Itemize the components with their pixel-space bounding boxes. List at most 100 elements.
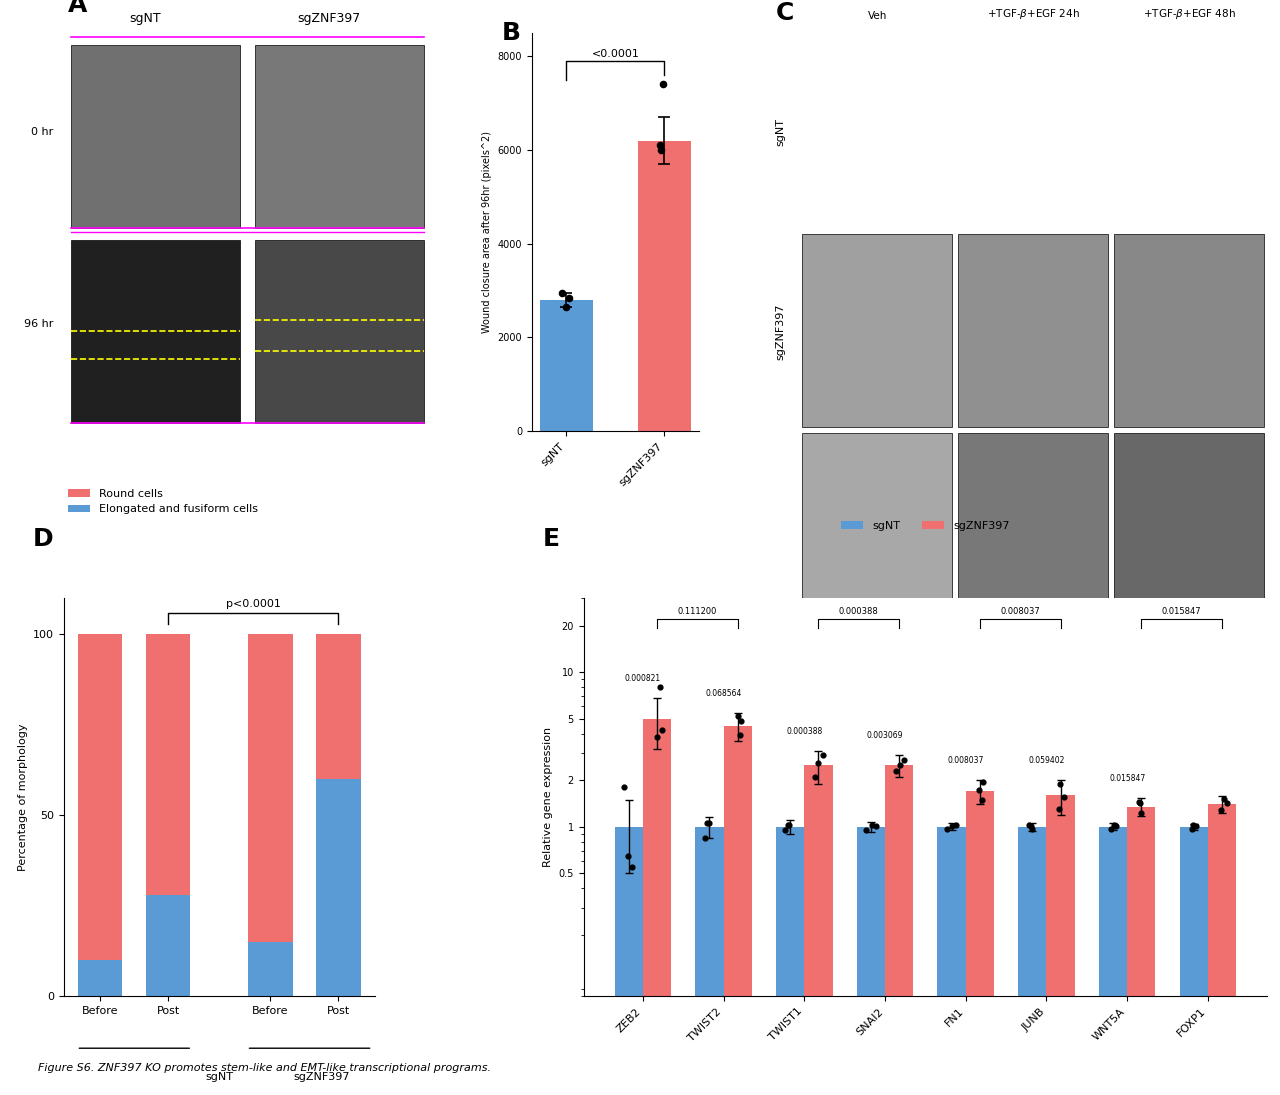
Point: [1106, 817, 1126, 834]
Bar: [1018, 827, 1047, 1095]
Bar: [78, 960, 123, 996]
Point: [731, 713, 751, 730]
Point: [946, 817, 966, 834]
Text: Veh: Veh: [868, 11, 887, 21]
Point: [1101, 820, 1121, 838]
Point: [648, 728, 668, 746]
Text: sgNT: sgNT: [776, 118, 785, 147]
FancyBboxPatch shape: [255, 45, 424, 228]
Bar: [804, 765, 832, 1095]
Point: [618, 846, 639, 864]
Text: <0.0001: <0.0001: [591, 48, 640, 59]
Bar: [539, 300, 594, 431]
Point: [613, 779, 634, 796]
FancyBboxPatch shape: [255, 240, 424, 423]
Point: [699, 815, 719, 832]
Point: [937, 820, 957, 838]
Bar: [146, 895, 191, 996]
Text: C: C: [776, 1, 795, 25]
Text: 0.003069: 0.003069: [867, 731, 904, 740]
Point: [969, 782, 989, 799]
Text: p<0.0001: p<0.0001: [227, 599, 280, 609]
Text: 0.008037: 0.008037: [1001, 608, 1041, 616]
Point: [622, 858, 643, 876]
Text: sgNT: sgNT: [129, 12, 161, 25]
Point: [1181, 820, 1202, 838]
Point: [558, 289, 579, 307]
Bar: [1047, 795, 1075, 1095]
Text: 0.000388: 0.000388: [838, 608, 878, 616]
Text: sgZNF397: sgZNF397: [297, 12, 361, 25]
Text: 0.015847: 0.015847: [1162, 608, 1202, 616]
Point: [1183, 817, 1203, 834]
Point: [1130, 805, 1151, 822]
Point: [777, 816, 797, 833]
Point: [886, 762, 906, 780]
Point: [727, 707, 748, 725]
Point: [694, 829, 714, 846]
Y-axis label: Percentage of morphology: Percentage of morphology: [18, 724, 28, 872]
Legend: sgNT, sgZNF397: sgNT, sgZNF397: [836, 516, 1014, 535]
Bar: [248, 634, 293, 942]
Text: D: D: [33, 527, 54, 551]
Text: 0.059402: 0.059402: [1028, 757, 1065, 765]
Y-axis label: Wound closure area after 96hr (pixels^2): Wound closure area after 96hr (pixels^2): [483, 131, 492, 333]
Text: 96 hr: 96 hr: [23, 319, 52, 328]
Point: [552, 284, 572, 301]
Point: [1048, 800, 1069, 818]
Point: [778, 817, 799, 834]
FancyBboxPatch shape: [957, 433, 1108, 626]
Point: [1185, 817, 1206, 834]
Point: [1019, 817, 1039, 834]
Text: E: E: [543, 527, 559, 551]
Text: 0.008037: 0.008037: [947, 757, 984, 765]
Point: [1103, 817, 1124, 834]
FancyBboxPatch shape: [1114, 433, 1263, 626]
Point: [813, 747, 833, 764]
Text: sgZNF397: sgZNF397: [293, 1072, 351, 1082]
FancyBboxPatch shape: [72, 240, 241, 423]
FancyBboxPatch shape: [72, 45, 241, 228]
Point: [1021, 820, 1042, 838]
Bar: [1180, 827, 1208, 1095]
Point: [1055, 788, 1075, 806]
Point: [1129, 793, 1149, 810]
Bar: [637, 140, 691, 431]
Point: [1211, 802, 1231, 819]
Text: 0 hr: 0 hr: [31, 127, 52, 137]
Bar: [248, 942, 293, 996]
Point: [653, 76, 673, 93]
Point: [942, 817, 963, 834]
FancyBboxPatch shape: [801, 433, 952, 626]
Bar: [937, 827, 965, 1095]
Bar: [1128, 807, 1156, 1095]
Point: [650, 141, 671, 159]
Text: +TGF-$\beta$+EGF 24h: +TGF-$\beta$+EGF 24h: [987, 7, 1080, 21]
Point: [649, 678, 669, 695]
Text: 0.015847: 0.015847: [1108, 774, 1146, 783]
Point: [1050, 775, 1070, 793]
Point: [696, 815, 717, 832]
Point: [650, 137, 671, 154]
Bar: [695, 827, 723, 1095]
Bar: [1100, 827, 1128, 1095]
Bar: [1208, 804, 1236, 1095]
Point: [1216, 795, 1236, 812]
Text: 0.068564: 0.068564: [705, 690, 742, 699]
Point: [776, 821, 796, 839]
FancyBboxPatch shape: [1114, 234, 1263, 427]
Text: 0.000821: 0.000821: [625, 675, 660, 683]
FancyBboxPatch shape: [801, 234, 952, 427]
Point: [653, 722, 673, 739]
Point: [865, 817, 886, 834]
Text: A: A: [68, 0, 87, 16]
Text: 0.000388: 0.000388: [786, 727, 823, 736]
Legend: Round cells, Elongated and fusiform cells: Round cells, Elongated and fusiform cell…: [63, 484, 262, 519]
Text: sgZNF397: sgZNF397: [776, 303, 785, 360]
Point: [972, 791, 992, 808]
Point: [893, 751, 914, 769]
Bar: [856, 827, 884, 1095]
Text: sgNT: sgNT: [205, 1072, 233, 1082]
Bar: [316, 634, 361, 780]
Bar: [965, 791, 995, 1095]
